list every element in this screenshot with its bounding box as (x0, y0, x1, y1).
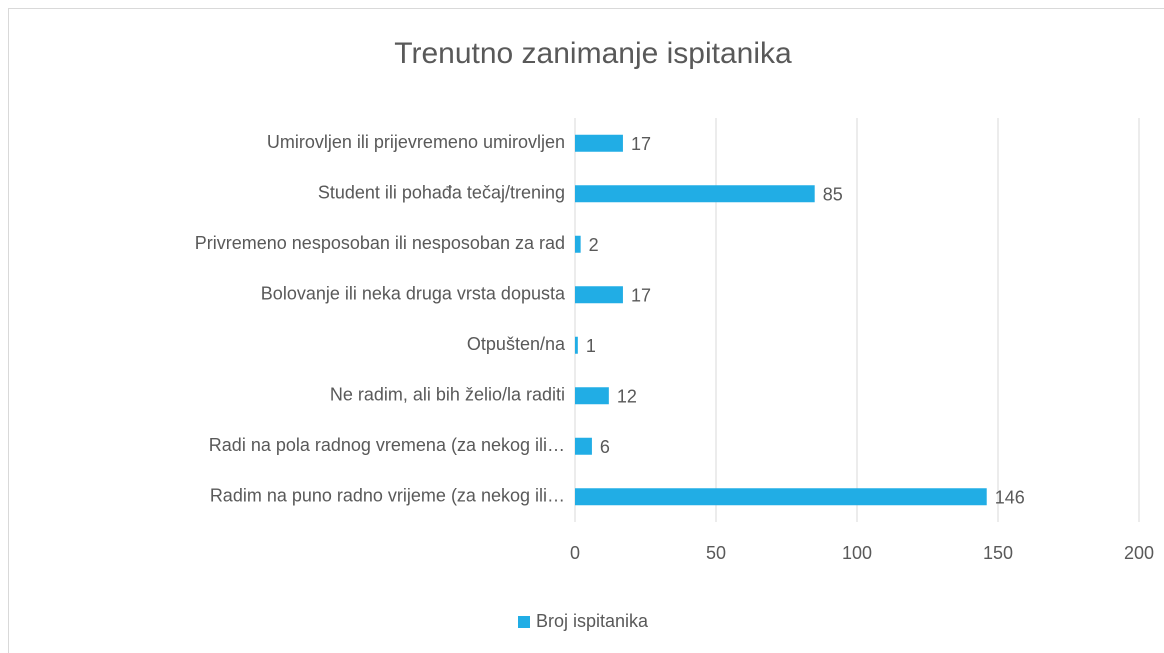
bar (575, 437, 592, 455)
legend-label: Broj ispitanika (536, 611, 649, 631)
data-label: 1 (586, 336, 596, 356)
data-label: 146 (995, 488, 1025, 508)
x-tick-label: 50 (706, 543, 726, 563)
bar (575, 134, 623, 152)
bar (575, 185, 815, 203)
y-tick-label: Ne radim, ali bih želio/la raditi (330, 385, 565, 405)
data-label: 12 (617, 387, 637, 407)
x-tick-label: 100 (842, 543, 872, 563)
y-tick-label: Privremeno nesposoban ili nesposoban za … (195, 233, 565, 253)
bar (575, 488, 987, 506)
y-tick-label: Umirovljen ili prijevremeno umirovljen (267, 132, 565, 152)
x-tick-label: 150 (983, 543, 1013, 563)
bar (575, 387, 609, 405)
y-tick-label: Radim na puno radno vrijeme (za nekog il… (210, 486, 565, 506)
x-tick-label: 200 (1124, 543, 1154, 563)
y-tick-label: Otpušten/na (467, 334, 566, 354)
data-label: 6 (600, 437, 610, 457)
data-label: 2 (589, 235, 599, 255)
y-tick-label: Radi na pola radnog vremena (za nekog il… (209, 435, 565, 455)
data-label: 17 (631, 134, 651, 154)
chart-title: Trenutno zanimanje ispitanika (394, 37, 792, 70)
bar (575, 286, 623, 304)
data-label: 85 (823, 185, 843, 205)
bar (575, 336, 578, 354)
chart-border (8, 8, 1164, 653)
y-tick-label: Student ili pohađa tečaj/trening (318, 183, 565, 203)
x-tick-label: 0 (570, 543, 580, 563)
bar (575, 235, 581, 253)
legend-swatch (518, 616, 530, 628)
data-label: 17 (631, 286, 651, 306)
y-tick-label: Bolovanje ili neka druga vrsta dopusta (261, 284, 566, 304)
